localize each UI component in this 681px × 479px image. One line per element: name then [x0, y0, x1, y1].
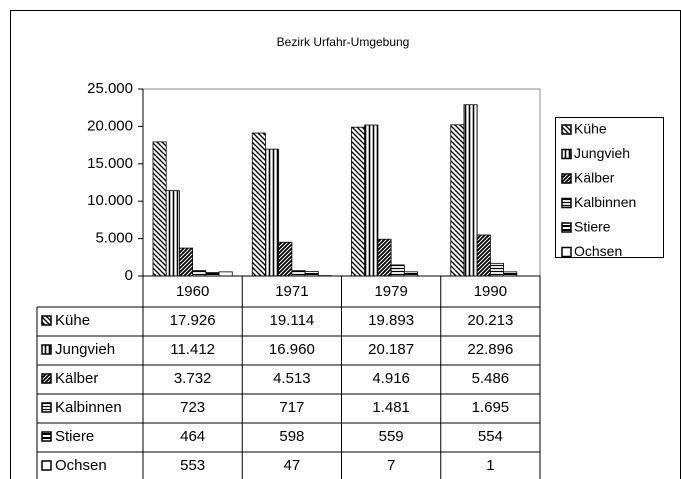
table-cell: 20.187 [368, 341, 414, 358]
bar [251, 132, 266, 277]
legend-label: Kühe [574, 121, 607, 137]
table-cell: 5.486 [472, 370, 510, 387]
table-cell: 554 [478, 428, 503, 445]
table-cell: 22.896 [467, 341, 513, 358]
legend-key [561, 246, 572, 258]
bar [218, 271, 233, 277]
table-cell: 20.213 [467, 312, 513, 329]
y-tick-label: 20.000 [87, 117, 133, 134]
table-cell: 559 [379, 428, 404, 445]
legend-key [561, 197, 572, 209]
bar [503, 271, 518, 277]
table-row-label: Jungvieh [55, 341, 115, 358]
table-cell: 598 [279, 428, 304, 445]
bar [364, 124, 379, 277]
legend-key [561, 148, 572, 160]
table-cell: 4.916 [372, 370, 410, 387]
table-row-label: Ochsen [55, 457, 107, 474]
y-tick-label: 0 [125, 267, 133, 284]
x-tick-label: 1960 [176, 283, 209, 300]
legend-label: Kälber [574, 170, 615, 186]
table-cell: 464 [180, 428, 205, 445]
table-row-label: Kälber [55, 370, 98, 387]
legend [555, 117, 664, 258]
legend-label: Stiere [574, 219, 611, 235]
table-row-label: Kalbinnen [55, 399, 122, 416]
x-tick-label: 1990 [474, 283, 507, 300]
table-cell: 47 [284, 457, 301, 474]
bar [377, 238, 392, 277]
legend-label: Kalbinnen [574, 194, 636, 210]
bar [165, 190, 180, 277]
bar [265, 148, 280, 277]
table-legend-key [41, 344, 52, 355]
y-tick-label: 5.000 [95, 230, 133, 247]
bar [351, 126, 366, 277]
legend-key [561, 173, 572, 184]
table-legend-key [41, 460, 52, 471]
table-cell: 3.732 [174, 370, 212, 387]
legend-key [561, 124, 572, 135]
y-tick-label: 25.000 [87, 80, 133, 97]
bar [192, 270, 207, 277]
x-tick-label: 1971 [275, 283, 308, 300]
table-cell: 11.412 [170, 341, 215, 358]
chart-title: Bezirk Urfahr-Umgebung [277, 35, 410, 49]
bar [403, 271, 418, 277]
table-row-label: Kühe [55, 312, 90, 329]
y-tick-label: 15.000 [87, 155, 133, 172]
table-cell: 16.960 [269, 341, 315, 358]
bar [489, 262, 504, 277]
table-cell: 723 [180, 399, 205, 416]
table-cell: 1.695 [472, 399, 510, 416]
table-legend-key [41, 373, 52, 384]
bar [152, 141, 167, 277]
y-tick-label: 10.000 [87, 192, 133, 209]
bar [390, 264, 405, 277]
table-cell: 7 [387, 457, 395, 474]
table-row-label: Stiere [55, 428, 94, 445]
legend-key [561, 222, 572, 233]
table-cell: 1.481 [372, 399, 410, 416]
bar [179, 247, 194, 277]
table-cell: 19.893 [368, 312, 414, 329]
bar [304, 271, 319, 277]
bar [291, 270, 306, 277]
table-cell: 1 [486, 457, 494, 474]
bar [450, 124, 465, 277]
bar [476, 234, 491, 277]
bar [463, 104, 478, 277]
bar [278, 241, 293, 277]
x-tick-label: 1979 [374, 283, 407, 300]
legend-label: Ochsen [574, 243, 622, 259]
table-cell: 19.114 [269, 312, 314, 329]
table-cell: 4.513 [273, 370, 311, 387]
table-legend-key [41, 315, 52, 326]
legend-label: Jungvieh [574, 145, 630, 161]
bar [205, 272, 220, 277]
table-cell: 17.926 [170, 312, 216, 329]
table-legend-key [41, 431, 52, 442]
table-cell: 553 [180, 457, 205, 474]
table-legend-key [41, 402, 52, 413]
table-cell: 717 [279, 399, 304, 416]
